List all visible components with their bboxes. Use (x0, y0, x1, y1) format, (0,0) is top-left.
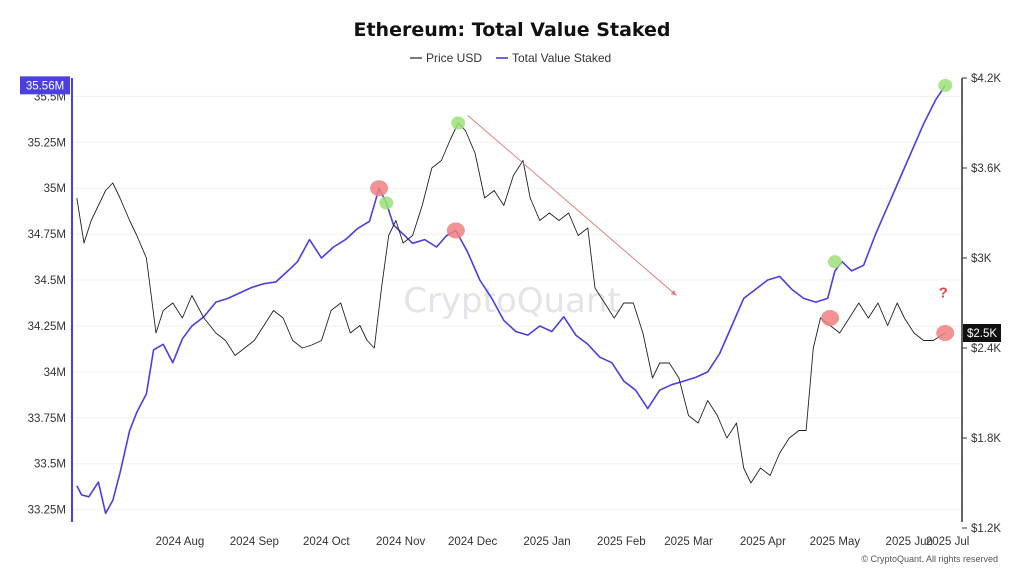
current-staked-badge (20, 76, 70, 95)
current-price-value: $2.5K (967, 328, 997, 340)
copyright-footer: © CryptoQuant. All rights reserved (861, 554, 998, 564)
left-tick-label: 34.5M (34, 275, 66, 287)
x-tick-label: 2025 Jul (926, 536, 969, 548)
x-tick-label: 2025 Jun (886, 536, 933, 548)
red-marker (936, 325, 955, 341)
green-marker (451, 116, 466, 130)
right-tick-label: $2.4K (971, 343, 1001, 355)
legend: Price USD Total Value Staked (410, 51, 611, 65)
left-axis-ticks: 33.25M 33.5M 33.75M 34M 34.25M 34.5M 34.75M 35M… (28, 91, 66, 516)
trend-arrow-head (670, 289, 677, 296)
axes (71, 78, 963, 522)
watermark: CryptoQuant (403, 281, 621, 321)
current-price-badge (963, 324, 1001, 342)
legend-staked-label: Total Value Staked (512, 51, 611, 65)
x-tick-label: 2025 Jan (523, 536, 570, 548)
trend-arrow-line (467, 115, 677, 296)
green-marker (827, 255, 842, 269)
annotations: ? (370, 78, 955, 341)
right-axis-ticks: $1.2K $1.8K $2.4K $3K $3.6K $4.2K (962, 73, 1001, 535)
price-usd-line (76, 122, 946, 484)
x-tick-label: 2025 Mar (664, 536, 713, 548)
x-axis-ticks: 2024 Aug 2024 Sep 2024 Oct 2024 Nov 2024 Dec… (156, 536, 970, 548)
red-marker (446, 222, 465, 239)
left-tick-label: 35M (44, 183, 66, 195)
x-tick-label: 2024 Sep (230, 536, 279, 548)
right-tick-label: $4.2K (971, 73, 1001, 85)
right-tick-label: $3.6K (971, 163, 1001, 175)
x-tick-label: 2025 May (810, 536, 861, 548)
current-price-badge-pointer (963, 328, 968, 338)
left-tick-label: 34M (44, 367, 66, 379)
left-tick-label: 35.25M (28, 137, 66, 149)
chart-title: Ethereum: Total Value Staked (353, 19, 670, 41)
x-tick-label: 2024 Aug (156, 536, 205, 548)
right-tick-label: $1.8K (971, 433, 1001, 445)
current-staked-value: 35.56M (26, 80, 64, 92)
gridlines (72, 95, 962, 511)
x-tick-label: 2025 Apr (740, 536, 786, 548)
left-tick-label: 33.5M (34, 459, 66, 471)
red-marker (821, 310, 840, 326)
series-lines (76, 84, 946, 515)
left-tick-label: 34.75M (28, 229, 66, 241)
right-tick-label: $1.2K (971, 523, 1001, 535)
total-value-staked-line (76, 84, 946, 515)
left-tick-label: 33.75M (28, 413, 66, 425)
left-tick-label: 35.5M (34, 91, 66, 103)
current-value-badges: 35.56M $2.5K (20, 76, 1001, 342)
x-tick-label: 2024 Nov (376, 536, 425, 548)
legend-price-label: Price USD (426, 51, 482, 65)
green-marker (379, 196, 394, 210)
left-tick-label: 33.25M (28, 505, 66, 517)
right-tick-label: $3K (971, 253, 992, 265)
x-tick-label: 2025 Feb (597, 536, 646, 548)
red-marker (370, 180, 389, 197)
x-tick-label: 2024 Oct (303, 536, 350, 548)
green-marker (938, 78, 953, 92)
question-mark: ? (939, 285, 948, 302)
left-tick-label: 34.25M (28, 321, 66, 333)
x-tick-label: 2024 Dec (448, 536, 497, 548)
